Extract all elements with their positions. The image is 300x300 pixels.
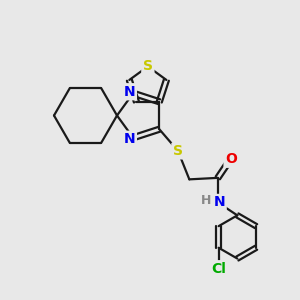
- Text: O: O: [225, 152, 237, 166]
- Text: N: N: [214, 196, 225, 209]
- Text: N: N: [124, 132, 135, 146]
- Text: H: H: [201, 194, 212, 207]
- Text: Cl: Cl: [211, 262, 226, 276]
- Text: S: S: [143, 59, 153, 74]
- Text: S: S: [173, 144, 183, 158]
- Text: N: N: [124, 85, 135, 99]
